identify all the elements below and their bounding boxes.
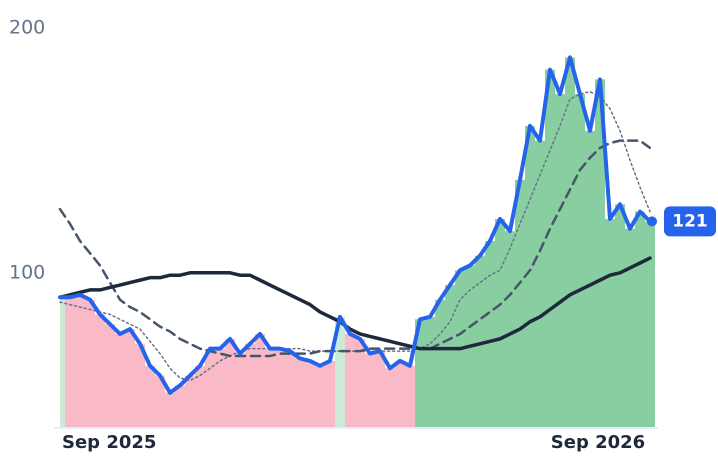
trend-column (345, 333, 355, 427)
trend-column (555, 94, 565, 427)
y-tick-label: 200 (9, 17, 45, 39)
trend-column (545, 69, 555, 427)
trend-column (565, 57, 575, 427)
trend-column (395, 360, 405, 427)
trend-column (205, 348, 215, 427)
trend-column (115, 333, 125, 427)
last-value-label: 121 (672, 211, 708, 231)
trend-column (615, 204, 625, 427)
trend-column (605, 218, 615, 427)
trend-column (135, 343, 145, 427)
trend-column (425, 316, 435, 427)
trend-column (235, 353, 245, 427)
trend-column (105, 324, 115, 427)
trend-column (415, 319, 425, 427)
trend-column (365, 353, 375, 427)
trend-column (75, 294, 85, 427)
trend-column (445, 285, 455, 427)
trend-column (215, 348, 225, 427)
trend-column (525, 125, 535, 427)
trend-column (95, 314, 105, 427)
trend-column (435, 299, 445, 427)
trend-column (295, 358, 305, 427)
trend-column (225, 338, 235, 427)
trend-column (475, 255, 485, 427)
trend-column (505, 231, 515, 427)
y-tick-label: 100 (9, 261, 45, 283)
trend-column (495, 218, 505, 427)
trend-column (595, 79, 605, 427)
trend-column (315, 365, 325, 427)
trend-column (155, 375, 165, 427)
x-tick-label: Sep 2025 (62, 432, 156, 453)
trend-column (325, 360, 335, 427)
trend-column (65, 297, 75, 427)
trend-column (645, 221, 655, 427)
trend-column (515, 179, 525, 427)
trend-column (195, 365, 205, 427)
trend-column (265, 348, 275, 427)
last-point (647, 216, 657, 227)
trend-column (485, 240, 495, 427)
trend-column (85, 299, 95, 427)
x-tick-label: Sep 2026 (551, 432, 645, 453)
trend-column (335, 316, 345, 427)
trend-column (575, 94, 585, 427)
trend-column (165, 392, 175, 427)
trend-column (255, 333, 265, 427)
last-value-badge (664, 206, 716, 237)
trend-column (245, 343, 255, 427)
trend-column (375, 351, 385, 427)
series-line (58, 139, 652, 358)
trend-column (625, 228, 635, 427)
series-line (58, 55, 652, 395)
trend-column (355, 338, 365, 427)
trend-column (305, 360, 315, 427)
trend-column (535, 140, 545, 427)
series-line (58, 256, 652, 351)
trend-column (185, 375, 195, 427)
trend-column (60, 297, 65, 427)
trend-column (635, 211, 645, 427)
trend-column (405, 365, 415, 427)
trend-column (145, 365, 155, 427)
trend-column (125, 329, 135, 427)
trend-column (285, 351, 295, 427)
trend-column (275, 348, 285, 427)
trend-column (385, 368, 395, 427)
trend-column (585, 130, 595, 427)
trend-column (175, 385, 185, 427)
